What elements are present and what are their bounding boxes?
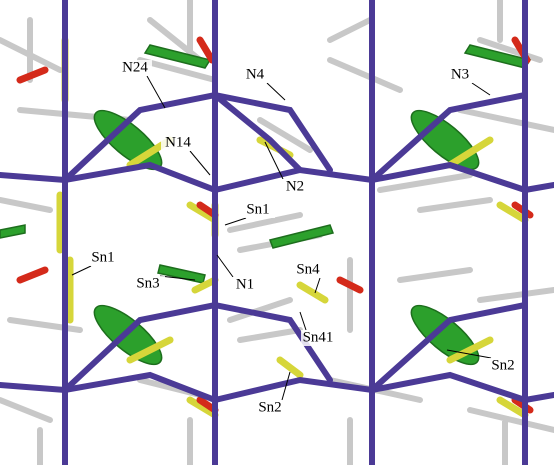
structure-view: N24 N4 N3 N14 N2 Sn1 Sn1 Sn3 N1 Sn4 Sn41 Sn2 Sn2 <box>0 0 554 465</box>
atom-label: Sn1 <box>246 201 269 217</box>
atom-label: Sn41 <box>303 329 334 345</box>
atom-label: Sn2 <box>258 399 281 415</box>
atom-label: Sn3 <box>136 275 159 291</box>
atom-label: Sn1 <box>91 249 114 265</box>
atom-label: N1 <box>236 276 254 292</box>
atom-label: N14 <box>165 134 191 150</box>
atom-label: Sn4 <box>296 261 320 277</box>
atom-label: N4 <box>246 66 265 82</box>
atom-label: N3 <box>451 66 469 82</box>
atom-label: Sn2 <box>491 357 514 373</box>
atom-label: N24 <box>122 59 148 75</box>
atom-label: N2 <box>286 178 304 194</box>
